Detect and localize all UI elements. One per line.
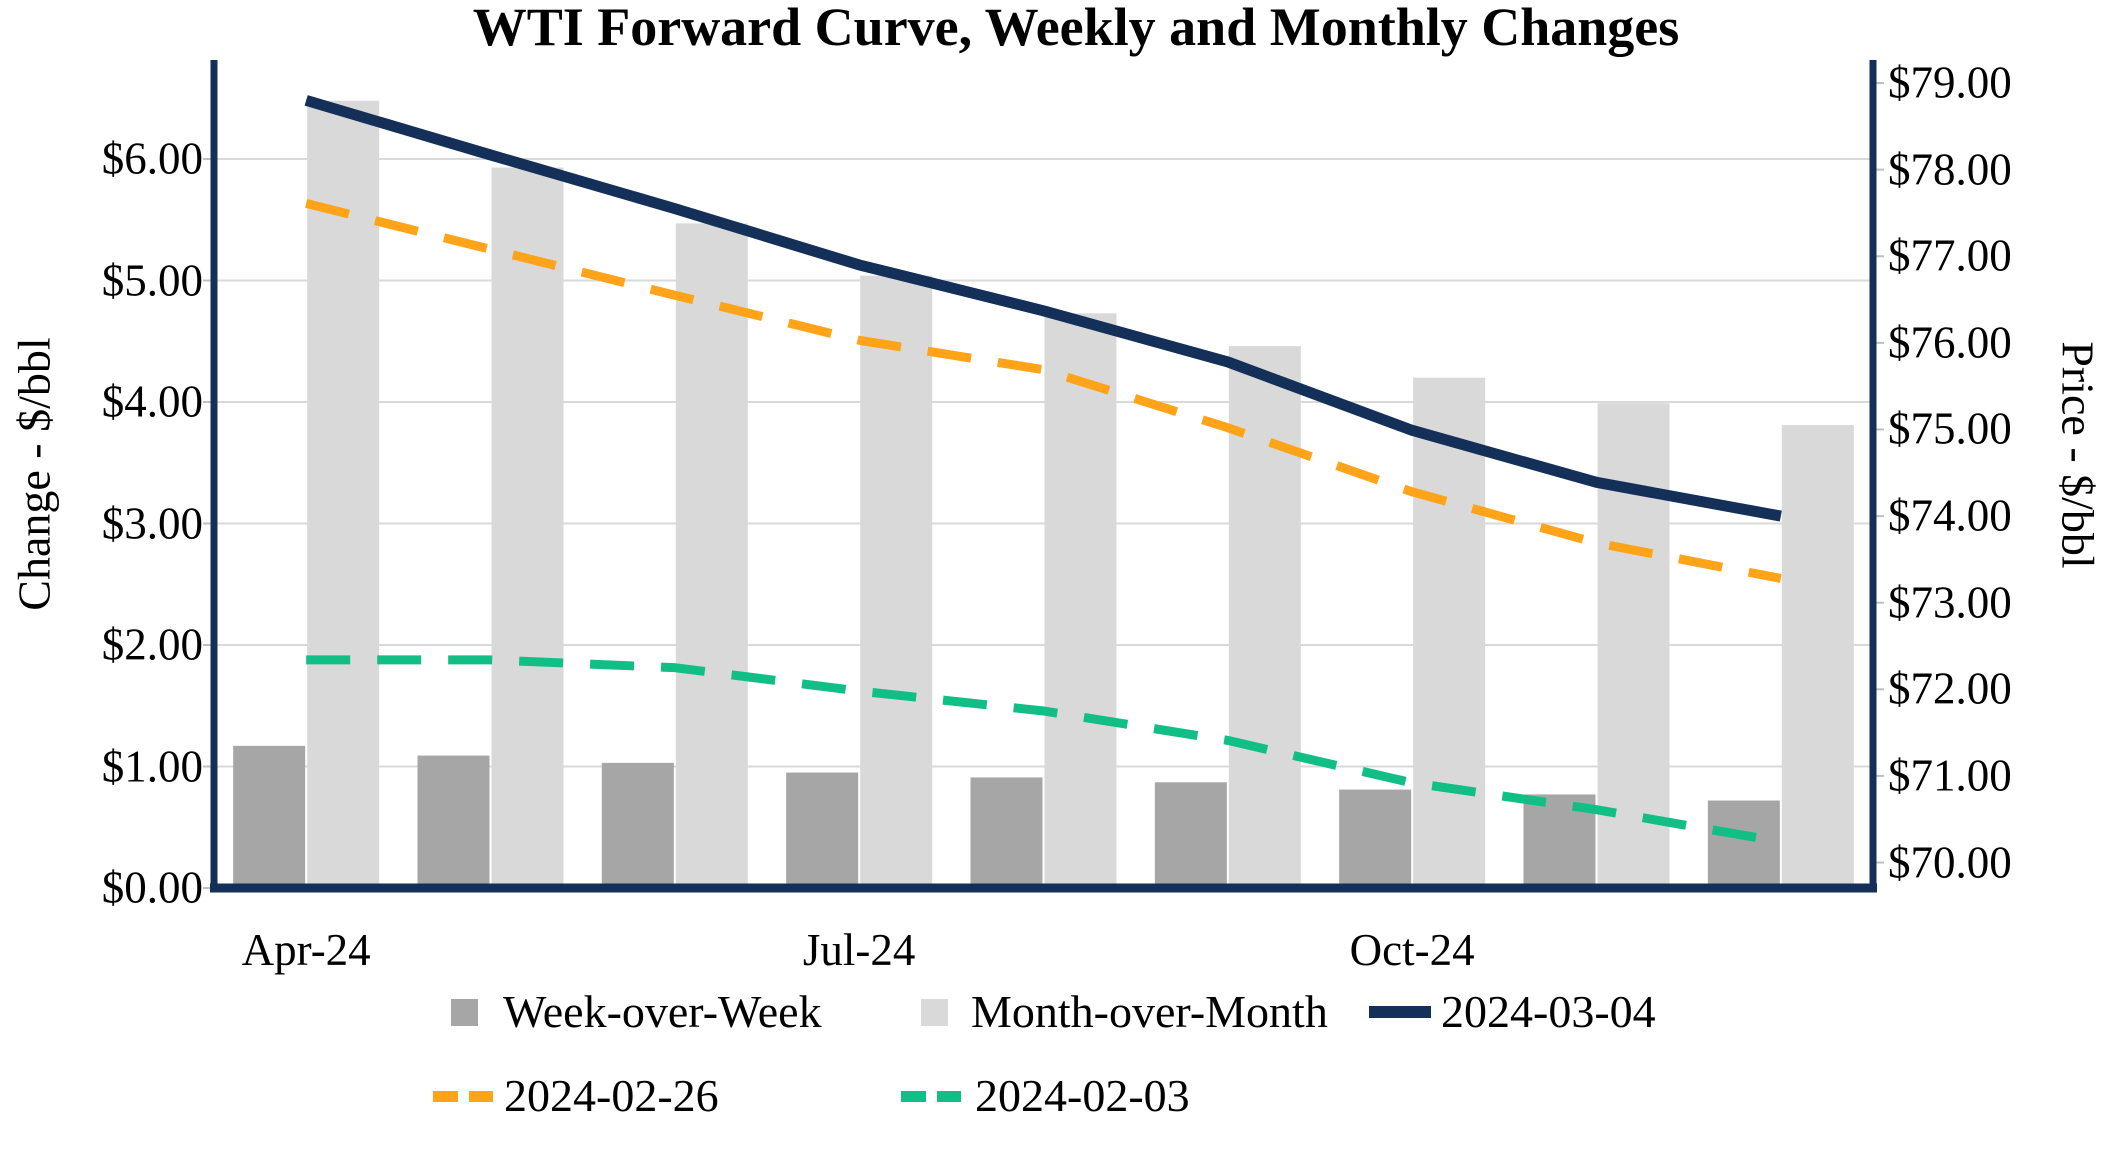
- right-axis-tick-label: $71.00: [1888, 750, 2012, 801]
- right-axis-tick-label: $76.00: [1888, 317, 2012, 368]
- bar-week-over-week: [233, 745, 306, 888]
- bar-month-over-month: [1044, 313, 1117, 888]
- right-axis-tick-label: $79.00: [1888, 57, 2012, 108]
- line-2024-02-03: [306, 655, 1782, 847]
- bar-week-over-week: [1707, 800, 1780, 888]
- line-2024-03-04: [304, 95, 1782, 522]
- bar-month-over-month: [1781, 425, 1854, 888]
- right-axis-tick-label: $75.00: [1888, 403, 2012, 454]
- right-axis-tick-label: $72.00: [1888, 663, 2012, 714]
- x-axis-tick-label: Apr-24: [241, 925, 371, 975]
- bar-week-over-week: [970, 777, 1043, 888]
- bar-week-over-week: [417, 755, 490, 888]
- x-axis-tick-label: Oct-24: [1349, 925, 1475, 975]
- right-axis-tick-label: $74.00: [1888, 490, 2012, 541]
- right-axis-tick-label: $77.00: [1888, 230, 2012, 281]
- left-axis-tick-label: $1.00: [101, 741, 203, 791]
- line-2024-02-26: [305, 199, 1782, 583]
- chart-title: WTI Forward Curve, Weekly and Monthly Ch…: [472, 0, 1680, 57]
- right-axis-tick-label: $78.00: [1888, 144, 2012, 195]
- x-axis-tick-label: Jul-24: [802, 925, 916, 975]
- bar-month-over-month: [860, 275, 933, 889]
- bar-month-over-month: [1413, 377, 1486, 888]
- bar-month-over-month: [675, 223, 748, 888]
- left-axis-tick-label: $2.00: [101, 619, 203, 670]
- bar-week-over-week: [1339, 789, 1412, 888]
- left-axis-tick-label: $3.00: [101, 498, 203, 548]
- left-axis-tick-label: $5.00: [101, 255, 203, 306]
- bar-month-over-month: [307, 100, 380, 888]
- left-axis-tick-label: $4.00: [101, 376, 203, 427]
- bar-week-over-week: [601, 762, 674, 888]
- left-axis-tick-label: $6.00: [101, 133, 203, 184]
- left-axis-tick-label: $0.00: [101, 862, 203, 913]
- bar-week-over-week: [786, 772, 859, 888]
- right-axis-tick-label: $73.00: [1888, 577, 2012, 628]
- bar-month-over-month: [491, 167, 564, 888]
- bar-week-over-week: [1154, 782, 1227, 888]
- right-axis-tick-label: $70.00: [1888, 837, 2012, 888]
